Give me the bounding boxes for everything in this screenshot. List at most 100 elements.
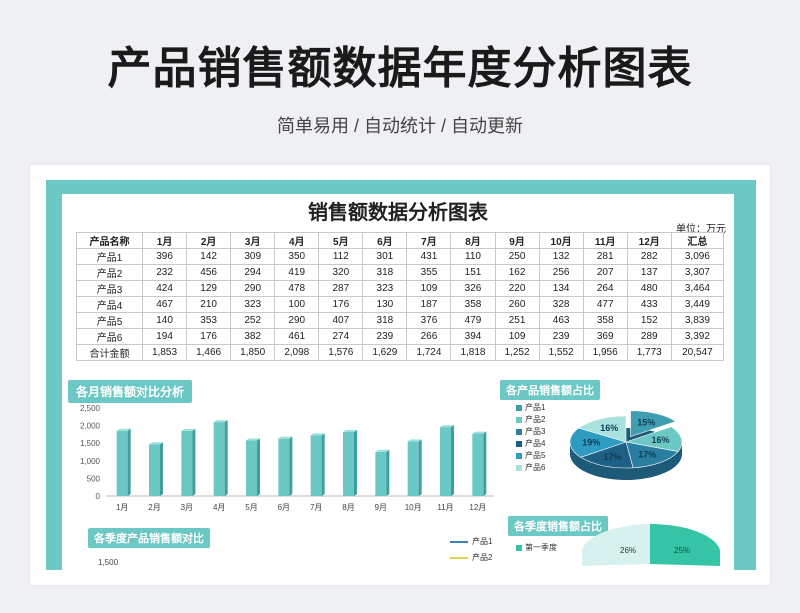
table-cell: 产品3 bbox=[75, 280, 144, 297]
bar-front bbox=[213, 422, 225, 496]
bar-front bbox=[472, 433, 484, 496]
legend-swatch bbox=[516, 416, 522, 423]
table-cell: 109 bbox=[494, 328, 540, 345]
table-cell: 477 bbox=[582, 296, 628, 313]
bar-side bbox=[418, 439, 422, 496]
table-cell: 287 bbox=[318, 280, 364, 297]
column-header: 7月 bbox=[406, 232, 452, 249]
quarter-ytick: 1,500 bbox=[98, 558, 119, 567]
table-cell: 1,773 bbox=[626, 344, 672, 361]
bar-side bbox=[483, 431, 487, 496]
bar bbox=[407, 439, 422, 496]
table-cell: 210 bbox=[186, 296, 232, 313]
table-cell: 424 bbox=[142, 280, 188, 297]
table-cell: 112 bbox=[318, 248, 364, 265]
bar-front bbox=[149, 444, 160, 496]
table-cell: 产品2 bbox=[75, 264, 144, 281]
legend-swatch bbox=[516, 440, 522, 447]
table-cell: 合计金额 bbox=[75, 344, 144, 361]
bar-top bbox=[310, 433, 325, 436]
table-cell: 110 bbox=[450, 248, 496, 265]
table-cell: 290 bbox=[274, 312, 320, 329]
bar-top bbox=[116, 428, 131, 431]
legend-item: 产品2 bbox=[516, 414, 545, 426]
table-cell: 456 bbox=[186, 264, 232, 281]
table-cell: 3,096 bbox=[670, 248, 725, 265]
table-cell: 207 bbox=[582, 264, 628, 281]
pie-slice bbox=[580, 441, 634, 469]
bar-top bbox=[407, 439, 422, 442]
table-cell: 260 bbox=[494, 296, 540, 313]
pie-slice bbox=[630, 410, 677, 438]
table-cell: 419 bbox=[274, 264, 320, 281]
quarter-pie-label-2: 25% bbox=[674, 546, 690, 555]
column-header: 11月 bbox=[582, 232, 628, 249]
bar-top bbox=[440, 425, 454, 428]
x-tick-label: 11月 bbox=[437, 503, 453, 512]
table-cell: 产品1 bbox=[75, 248, 144, 265]
table-cell: 479 bbox=[450, 312, 496, 329]
monthly-bar-chart: 2,500 2,000 1,500 1,000 500 0 1月 2月 3月 4月 5月 6月 7月 8月… bbox=[80, 404, 494, 512]
x-tick-label: 12月 bbox=[469, 503, 486, 512]
legend-label: 产品4 bbox=[525, 439, 546, 448]
bar-top bbox=[181, 428, 196, 431]
quarter-pie-slice-q1 bbox=[582, 524, 650, 566]
bar-side bbox=[160, 442, 163, 496]
table-cell: 407 bbox=[318, 312, 364, 329]
sales-table: 产品名称 1月 2月 3月 4月 5月 6月 7月 8月 9月 10月 11月 12月 汇总 产品1 396… bbox=[75, 232, 725, 361]
bar-side bbox=[386, 449, 390, 496]
bar-top bbox=[472, 431, 487, 434]
table-cell: 239 bbox=[362, 328, 408, 345]
table-cell: 3,464 bbox=[670, 280, 725, 297]
bar-side bbox=[321, 433, 325, 496]
x-tick-label: 9月 bbox=[375, 503, 387, 512]
y-tick-label: 2,500 bbox=[80, 404, 101, 413]
pie-slice-label: 19% bbox=[582, 438, 600, 448]
bar bbox=[375, 449, 390, 496]
y-tick-label: 2,000 bbox=[80, 422, 101, 431]
y-tick-label: 0 bbox=[96, 492, 101, 501]
bar-front bbox=[375, 451, 387, 496]
x-tick-label: 6月 bbox=[278, 503, 290, 512]
table-cell: 3,307 bbox=[670, 264, 725, 281]
legend-swatch bbox=[516, 464, 522, 471]
table-cell: 320 bbox=[318, 264, 364, 281]
bar bbox=[472, 431, 487, 496]
bar bbox=[116, 428, 131, 496]
table-cell: 431 bbox=[406, 248, 452, 265]
bar-side bbox=[127, 428, 131, 496]
bar-side bbox=[224, 420, 228, 496]
column-header: 8月 bbox=[450, 232, 496, 249]
table-cell: 109 bbox=[406, 280, 452, 297]
column-header: 12月 bbox=[626, 232, 672, 249]
x-tick-label: 1月 bbox=[116, 503, 128, 512]
column-header: 产品名称 bbox=[75, 232, 144, 249]
table-cell: 281 bbox=[582, 248, 628, 265]
x-tick-label: 10月 bbox=[405, 503, 422, 512]
x-tick-label: 3月 bbox=[181, 503, 193, 512]
table-header-row: 产品名称 1月 2月 3月 4月 5月 6月 7月 8月 9月 10月 11月 12月 汇总 bbox=[75, 232, 725, 249]
column-header: 9月 bbox=[494, 232, 540, 249]
table-cell: 309 bbox=[230, 248, 276, 265]
table-cell: 产品6 bbox=[75, 328, 144, 345]
bar-side bbox=[354, 430, 357, 496]
pie-slice bbox=[625, 441, 679, 469]
table-cell: 433 bbox=[626, 296, 672, 313]
quarter-pie-slice-q2 bbox=[650, 523, 720, 566]
table-cell: 3,392 bbox=[670, 328, 725, 345]
bar bbox=[278, 436, 293, 496]
table-cell: 1,853 bbox=[142, 344, 188, 361]
table-cell: 289 bbox=[626, 328, 672, 345]
bar-top bbox=[246, 438, 260, 441]
table-cell: 2,098 bbox=[274, 344, 320, 361]
x-tick-label: 8月 bbox=[342, 503, 354, 512]
pie-slice bbox=[578, 415, 627, 443]
table-cell: 20,547 bbox=[670, 344, 725, 361]
table-cell: 467 bbox=[142, 296, 188, 313]
table-cell: 480 bbox=[626, 280, 672, 297]
table-cell: 220 bbox=[494, 280, 540, 297]
quarter-pie-chart: 26% 25% bbox=[582, 523, 720, 566]
pie-slice bbox=[569, 427, 627, 458]
table-cell: 232 bbox=[142, 264, 188, 281]
bar bbox=[181, 428, 196, 496]
